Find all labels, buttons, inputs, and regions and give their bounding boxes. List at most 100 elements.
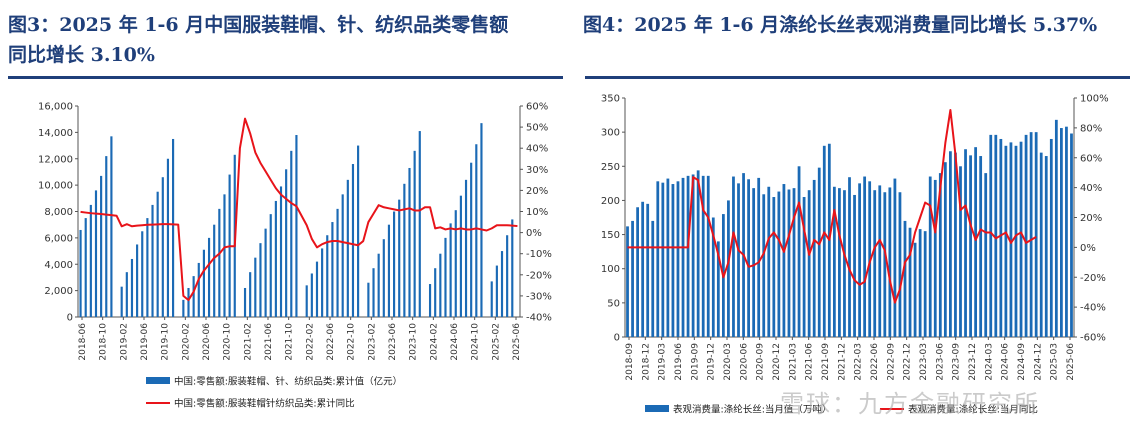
bar [418, 131, 421, 317]
right-tick-label: 50% [526, 123, 548, 134]
x-tick-label: 2021-06 [805, 343, 815, 381]
x-tick-label: 2024-12 [1033, 343, 1043, 381]
bar [1065, 126, 1068, 338]
chart-title: 图4：2025 年 1-6 月涤纶长丝表观消费量同比增长 5.37% [583, 10, 1097, 40]
bar [807, 190, 811, 337]
x-tick-label: 2019-06 [140, 323, 150, 361]
bar [223, 194, 226, 317]
x-tick-label: 2019-10 [161, 323, 171, 361]
bar [444, 237, 447, 317]
bar [1070, 133, 1073, 337]
bar [843, 190, 846, 337]
bar [989, 134, 993, 337]
x-tick-label: 2019-03 [658, 343, 668, 381]
x-tick-label: 2019-09 [690, 343, 700, 381]
right-tick-label: 40% [1080, 183, 1102, 194]
legend-label: 中国:零售额:服装鞋帽、针、纺织品类:累计值（亿元） [174, 376, 402, 388]
bar [797, 166, 801, 337]
x-tick-label: 2020-06 [202, 323, 212, 361]
retail-sales-chart: 0 2,000 4,000 6,000 8,000 10,000 12,000 14,000 1… [38, 102, 552, 410]
bar [202, 249, 205, 317]
legend-label: 表观消费量:涤纶长丝:当月值（万吨） [673, 404, 831, 416]
bar [903, 220, 907, 337]
bar [470, 162, 473, 317]
bar [357, 145, 360, 317]
bar [686, 175, 690, 337]
bar [711, 217, 715, 337]
bar [1024, 134, 1028, 337]
bar [336, 208, 339, 317]
bar [166, 158, 170, 317]
left-tick-label: 2,000 [44, 286, 73, 297]
bar [218, 208, 221, 317]
bar [79, 229, 82, 317]
right-tick-label: -10% [526, 249, 552, 260]
right-tick-label: 20% [1080, 213, 1102, 224]
bar [832, 186, 836, 337]
bar [626, 226, 629, 337]
bar [326, 235, 329, 317]
bar [346, 179, 349, 317]
bar [696, 170, 700, 337]
x-tick-label: 2020-12 [772, 343, 782, 381]
x-tick-label: 2024-02 [429, 323, 439, 361]
x-tick-label: 2022-03 [854, 343, 864, 381]
x-tick-label: 2023-06 [935, 343, 945, 381]
left-tick-label: 300 [601, 128, 620, 139]
bar [737, 183, 740, 337]
bar [838, 188, 841, 337]
right-tick-label: -60% [1080, 333, 1106, 344]
bar [331, 222, 334, 317]
x-tick-label: 2025-02 [491, 323, 501, 361]
bar [213, 224, 216, 317]
bar [279, 186, 283, 317]
bar [439, 253, 442, 317]
bar [141, 231, 144, 317]
bar [506, 235, 509, 317]
bar [631, 220, 634, 337]
bar [762, 194, 766, 337]
bar [974, 147, 978, 337]
bar [146, 218, 149, 317]
bar [716, 241, 720, 337]
bar [254, 257, 257, 317]
bar [666, 178, 670, 337]
bar [656, 181, 660, 337]
right-tick-label: 60% [526, 102, 548, 113]
bar [89, 204, 92, 317]
bar [207, 237, 211, 317]
bar [691, 174, 695, 337]
bar [495, 265, 498, 317]
left-tick-label: 12,000 [38, 154, 73, 165]
bar [1044, 156, 1048, 337]
bar [782, 184, 786, 337]
bar [701, 175, 705, 337]
right-tick-label: 0% [1080, 243, 1096, 254]
right-tick-label: 100% [1080, 94, 1109, 105]
chart-title-line-1: 图3：2025 年 1-6 月中国服装鞋帽、针、纺织品类零售额 [8, 14, 509, 36]
bar [161, 177, 164, 317]
bar [341, 194, 344, 317]
x-tick-label: 2025-06 [512, 323, 522, 361]
left-tick-label: 200 [601, 196, 620, 207]
chart-title: 图3：2025 年 1-6 月中国服装鞋帽、针、纺织品类零售额 同比增长 3.1… [8, 10, 508, 70]
bar [120, 286, 123, 317]
bar [636, 207, 639, 337]
bar [475, 144, 478, 317]
bar [661, 182, 665, 337]
right-tick-label: -40% [1080, 303, 1106, 314]
x-tick-label: 2020-03 [723, 343, 733, 381]
bar [1060, 128, 1063, 337]
bar [772, 197, 776, 337]
bar [727, 200, 730, 337]
bar [893, 178, 897, 337]
bar [84, 218, 87, 317]
left-tick-label: 50 [607, 298, 620, 309]
bar [449, 223, 452, 317]
x-tick-label: 2024-10 [471, 323, 481, 361]
bar [964, 149, 967, 337]
series-line [80, 117, 518, 302]
x-tick-label: 2023-06 [388, 323, 398, 361]
right-tick-label: -20% [1080, 273, 1106, 284]
bar [752, 188, 756, 337]
